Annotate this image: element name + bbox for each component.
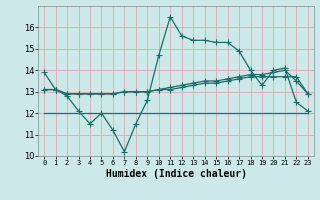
X-axis label: Humidex (Indice chaleur): Humidex (Indice chaleur) [106,169,246,179]
